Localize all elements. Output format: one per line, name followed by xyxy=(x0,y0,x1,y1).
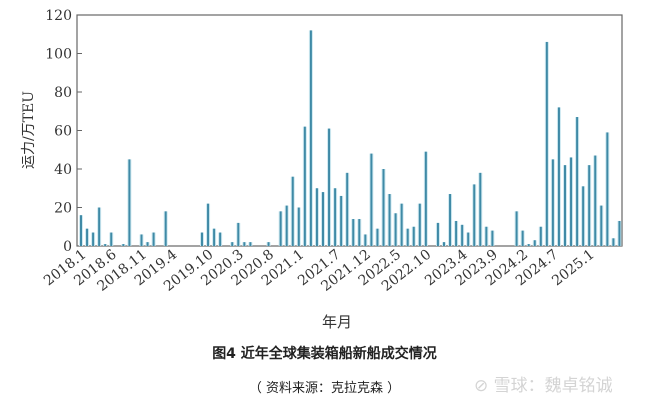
y-tick-label: 80 xyxy=(54,85,72,101)
bar xyxy=(285,205,288,246)
bar xyxy=(334,188,337,246)
bar xyxy=(267,242,270,246)
bar xyxy=(418,203,421,246)
y-tick-label: 100 xyxy=(45,47,72,63)
bar xyxy=(309,30,312,247)
bar xyxy=(491,230,494,246)
bar xyxy=(128,159,131,246)
y-tick-label: 0 xyxy=(63,239,72,255)
bar xyxy=(279,211,282,246)
y-tick-label: 60 xyxy=(54,124,72,140)
bar xyxy=(594,155,597,246)
bar xyxy=(436,222,439,246)
bar xyxy=(249,242,252,246)
bar xyxy=(243,242,246,246)
bar xyxy=(412,226,415,246)
bar xyxy=(406,228,409,246)
bar xyxy=(322,192,324,246)
bar xyxy=(297,207,300,246)
bar xyxy=(152,232,155,246)
bar xyxy=(364,234,367,246)
bar xyxy=(140,234,143,246)
bar xyxy=(207,203,210,246)
bar xyxy=(315,188,318,246)
bar xyxy=(110,232,113,246)
bar xyxy=(557,107,560,247)
bar xyxy=(86,228,89,246)
bar xyxy=(485,226,488,246)
bar xyxy=(618,220,621,246)
bar xyxy=(551,159,554,246)
bar xyxy=(588,165,591,246)
bar xyxy=(527,244,530,246)
y-tick-label: 40 xyxy=(54,162,72,178)
bar xyxy=(467,232,470,246)
bar xyxy=(449,194,452,246)
bar xyxy=(473,184,476,246)
bar xyxy=(576,117,579,247)
bar xyxy=(539,226,542,246)
bar xyxy=(515,211,518,246)
bar xyxy=(382,169,385,246)
bar xyxy=(455,220,458,246)
bar xyxy=(219,232,222,246)
bar xyxy=(533,240,536,246)
watermark: ⊘ 雪球：魏卓铭诚 xyxy=(474,376,613,396)
bar xyxy=(92,232,95,246)
bar xyxy=(612,238,615,246)
bar xyxy=(400,203,403,246)
bar xyxy=(237,222,240,246)
bar xyxy=(443,242,445,246)
bar xyxy=(394,213,397,246)
bar xyxy=(370,153,373,246)
bar xyxy=(388,194,391,246)
bar xyxy=(564,165,566,246)
bar xyxy=(80,215,82,246)
bar xyxy=(461,224,464,246)
bar xyxy=(164,211,167,246)
bar xyxy=(600,205,603,246)
bar xyxy=(582,186,585,246)
y-axis-label: 运力/万TEU xyxy=(21,91,37,169)
bar xyxy=(104,244,107,246)
bar xyxy=(424,151,427,246)
bar xyxy=(98,207,101,246)
bar xyxy=(606,132,609,246)
bar xyxy=(303,126,306,246)
figure-source: （ 资料来源：克拉克森 ） xyxy=(248,381,401,396)
figure-caption: 图4 近年全球集装箱船新船成交情况 xyxy=(212,346,437,362)
bar xyxy=(346,172,349,246)
bar xyxy=(291,176,294,246)
bar xyxy=(479,172,482,246)
bar xyxy=(340,195,343,246)
bar xyxy=(545,41,548,247)
x-axis-label: 年月 xyxy=(322,313,352,331)
y-tick-label: 20 xyxy=(54,201,72,217)
plot-frame xyxy=(76,14,623,247)
bar xyxy=(358,219,361,246)
bar xyxy=(201,232,203,246)
bar xyxy=(122,244,125,246)
bar xyxy=(376,228,379,246)
bar xyxy=(213,228,216,246)
bar xyxy=(352,219,355,246)
bar xyxy=(328,128,331,246)
bar xyxy=(521,230,524,246)
y-tick-label: 120 xyxy=(45,8,72,24)
bar xyxy=(146,242,149,246)
bar xyxy=(231,242,234,246)
bar xyxy=(570,157,573,246)
